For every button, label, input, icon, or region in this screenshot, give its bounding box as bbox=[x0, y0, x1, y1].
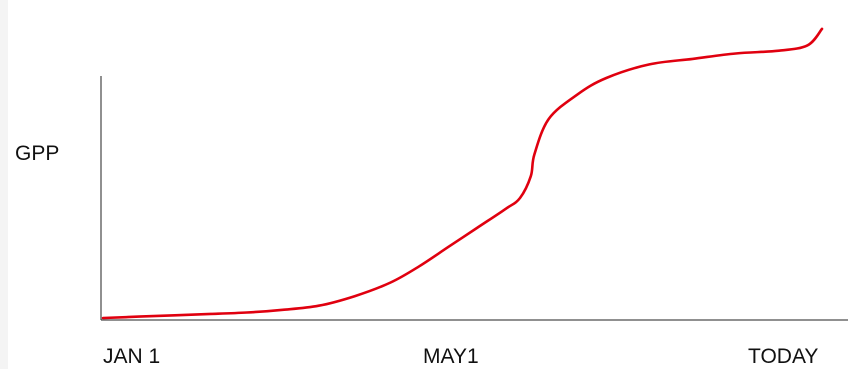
x-tick-label: JAN 1 bbox=[103, 345, 160, 368]
chart-axes bbox=[100, 76, 848, 321]
series-line-gpp bbox=[101, 27, 824, 320]
y-axis-label: GPP bbox=[15, 142, 59, 165]
x-tick-labels: JAN 1 MAY1 TODAY bbox=[103, 345, 818, 368]
left-margin-strip bbox=[0, 0, 8, 369]
x-tick-label: MAY1 bbox=[423, 345, 479, 368]
x-tick-label: TODAY bbox=[748, 345, 818, 368]
